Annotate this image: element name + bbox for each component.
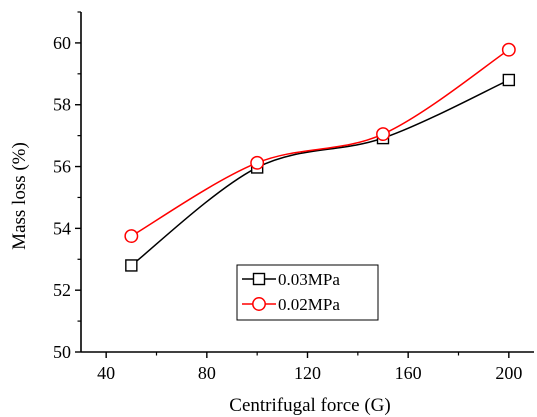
data-point xyxy=(501,42,516,57)
series-1 xyxy=(124,42,516,244)
series-line xyxy=(130,79,510,267)
x-tick-label: 120 xyxy=(294,363,321,383)
y-tick-label: 50 xyxy=(53,342,71,362)
legend: 0.03MPa 0.02MPa xyxy=(236,264,379,321)
x-tick-label: 160 xyxy=(395,363,422,383)
series-line xyxy=(130,49,510,237)
data-point xyxy=(250,155,265,170)
axes: 40 80 120 160 200 50 52 54 56 58 60 xyxy=(53,11,534,383)
series-0 xyxy=(125,73,516,272)
y-tick-label: 56 xyxy=(53,157,71,177)
data-point xyxy=(124,229,139,244)
legend-marker xyxy=(252,272,266,286)
legend-marker xyxy=(252,297,266,311)
x-tick-label: 200 xyxy=(495,363,522,383)
x-axis-title: Centrifugal force (G) xyxy=(229,395,390,416)
legend-item: 0.02MPa xyxy=(242,295,340,314)
y-tick-label: 54 xyxy=(53,218,71,238)
x-tick-label: 80 xyxy=(198,363,216,383)
y-tick-label: 52 xyxy=(53,280,71,300)
x-tick-label: 40 xyxy=(97,363,115,383)
y-tick-label: 58 xyxy=(53,95,71,115)
legend-label: 0.03MPa xyxy=(278,270,340,289)
data-point xyxy=(502,73,516,87)
legend-label: 0.02MPa xyxy=(278,295,340,314)
y-axis-title: Mass loss (%) xyxy=(9,142,30,250)
series-group xyxy=(124,42,516,272)
y-tick-label: 60 xyxy=(53,33,71,53)
legend-item: 0.03MPa xyxy=(242,270,340,289)
data-point xyxy=(125,259,138,272)
data-point xyxy=(376,127,390,142)
